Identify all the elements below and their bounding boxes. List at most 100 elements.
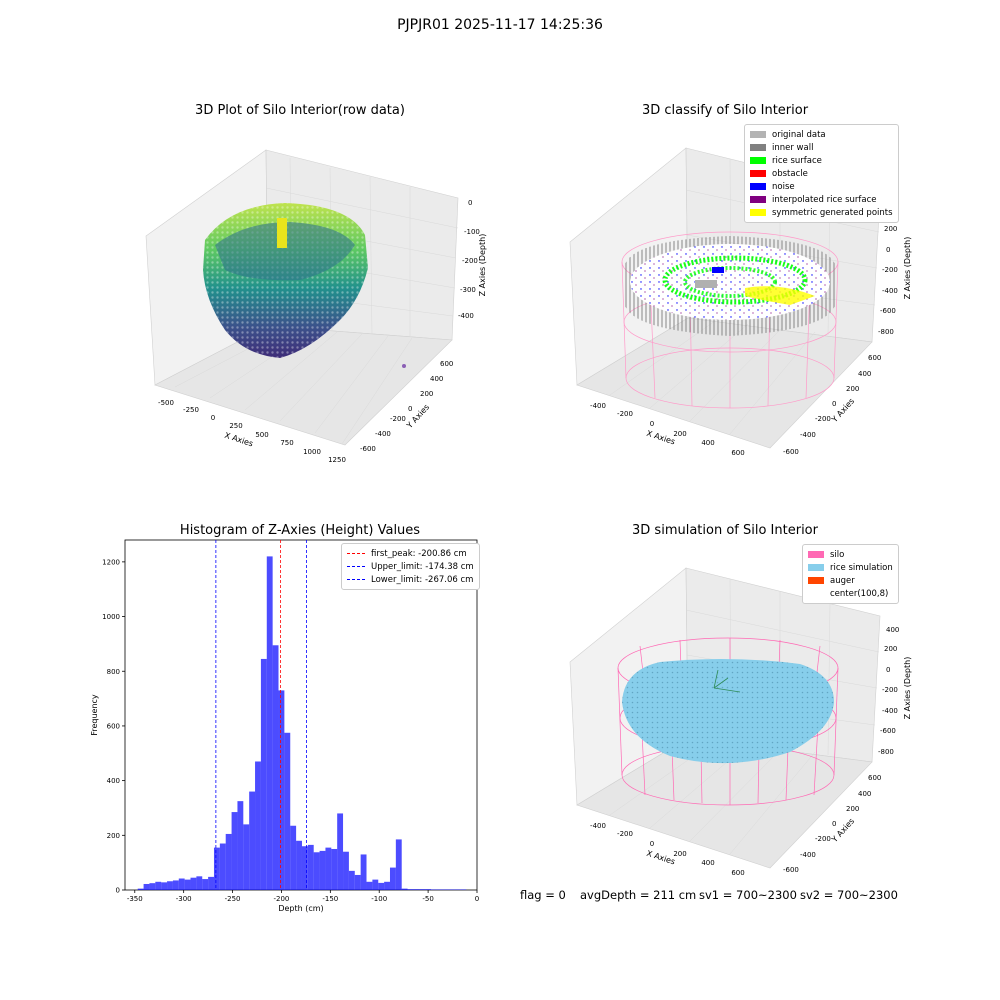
legend-entry: silo xyxy=(808,548,893,561)
raw-ztick: -300 xyxy=(460,286,476,294)
legend-label: silo xyxy=(830,549,845,560)
raw-xlabel: X Axies xyxy=(223,431,254,449)
raw-plot-title: 3D Plot of Silo Interior(row data) xyxy=(195,103,405,118)
histogram-bar xyxy=(460,889,467,890)
classify-xtick: 200 xyxy=(673,430,686,438)
simulation-xtick: -200 xyxy=(617,830,633,838)
legend-label: symmetric generated points xyxy=(772,207,893,218)
classify-ztick: 0 xyxy=(886,246,890,254)
histogram-ylabel: Frequency xyxy=(90,694,99,736)
histogram-bar xyxy=(372,879,379,890)
simulation-zlabel: Z Axies (Depth) xyxy=(903,657,912,720)
histogram-xtick-label: -50 xyxy=(422,895,433,903)
histogram-bar xyxy=(366,881,373,890)
legend-line xyxy=(347,553,365,554)
histogram-xtick-label: -350 xyxy=(127,895,143,903)
simulation-xtick: 600 xyxy=(731,869,744,877)
histogram-bar xyxy=(348,870,355,890)
histogram-xlabel: Depth (cm) xyxy=(278,904,323,913)
histogram-bar xyxy=(213,847,220,890)
legend-entry: center(100,8) xyxy=(808,587,893,600)
histogram-bar xyxy=(202,879,209,890)
histogram-xtick-label: -200 xyxy=(273,895,289,903)
histogram-bar xyxy=(278,690,285,890)
classify-ztick: -400 xyxy=(882,287,898,295)
simulation-ztick: 0 xyxy=(886,666,890,674)
simulation-ytick: -600 xyxy=(783,866,799,874)
raw-xtick: 500 xyxy=(255,431,268,439)
raw-ytick: -600 xyxy=(360,445,376,453)
histogram-bar xyxy=(190,877,197,890)
raw-ztick: -100 xyxy=(464,228,480,236)
legend-entry: original data xyxy=(750,128,893,141)
simulation-legend: silo rice simulation auger center(100,8) xyxy=(802,544,899,604)
histogram-bar xyxy=(178,878,185,890)
histogram-bar xyxy=(161,882,168,890)
classify-ytick: 400 xyxy=(858,370,871,378)
histogram-bar xyxy=(208,876,214,890)
histogram-bar xyxy=(389,867,396,890)
classify-plot-title: 3D classify of Silo Interior xyxy=(641,103,809,118)
histogram-bar xyxy=(448,889,455,890)
raw-ztick: -200 xyxy=(462,257,478,265)
legend-swatch xyxy=(750,157,766,164)
classify-ztick: 200 xyxy=(884,225,897,233)
histogram-bar xyxy=(284,732,291,890)
classify-xtick: -200 xyxy=(617,410,633,418)
histogram-bar xyxy=(378,882,385,890)
simulation-ztick: -800 xyxy=(878,748,894,756)
simulation-ztick: 200 xyxy=(884,645,897,653)
histogram-bar xyxy=(331,848,338,890)
raw-xtick: 250 xyxy=(229,422,242,430)
simulation-ytick: -400 xyxy=(800,851,816,859)
histogram-bar xyxy=(454,889,461,890)
classify-xtick: -400 xyxy=(590,402,606,410)
histogram-bar xyxy=(184,879,191,890)
histogram-xtick-label: -250 xyxy=(225,895,241,903)
histogram-bar xyxy=(167,881,173,890)
raw-ztick: -400 xyxy=(458,312,474,320)
simulation-ztick: 400 xyxy=(886,626,899,634)
histogram-bar xyxy=(290,825,297,890)
raw-xtick: 1250 xyxy=(328,456,346,464)
histogram-bar xyxy=(360,854,367,890)
simulation-ytick: 600 xyxy=(868,774,881,782)
histogram-ytick-label: 200 xyxy=(107,832,120,840)
status-flag: flag = 0 xyxy=(520,888,566,902)
legend-line xyxy=(347,566,365,567)
histogram-bar xyxy=(343,851,349,890)
simulation-ytick: -200 xyxy=(815,835,831,843)
legend-swatch xyxy=(750,131,766,138)
histogram-bar xyxy=(155,881,162,890)
simulation-xlabel: X Axies xyxy=(645,849,676,867)
legend-swatch xyxy=(750,144,766,151)
raw-ytick: 200 xyxy=(420,390,433,398)
classify-legend: original data inner wall rice surface ob… xyxy=(744,124,899,223)
raw-xtick: -250 xyxy=(183,406,199,414)
raw-zlabel: Z Axies (Depth) xyxy=(478,234,487,297)
legend-label: inner wall xyxy=(772,142,814,153)
legend-label: Upper_limit: -174.38 cm xyxy=(371,561,474,572)
simulation-3d-plot: -400 -200 0 200 400 600 X Axies 600 400 … xyxy=(569,567,912,877)
legend-entry: auger xyxy=(808,574,893,587)
legend-swatch xyxy=(808,564,824,571)
legend-entry: symmetric generated points xyxy=(750,206,893,219)
legend-swatch xyxy=(750,209,766,216)
histogram-bar xyxy=(196,876,203,890)
legend-label: rice simulation xyxy=(830,562,893,573)
status-avg-depth: avgDepth = 211 cm xyxy=(580,888,697,902)
legend-entry: Upper_limit: -174.38 cm xyxy=(347,560,474,573)
simulation-ztick: -600 xyxy=(880,727,896,735)
histogram-bar xyxy=(243,824,250,890)
raw-xtick: 0 xyxy=(211,414,215,422)
simulation-plot-title: 3D simulation of Silo Interior xyxy=(632,523,818,538)
histogram-bar xyxy=(354,874,361,890)
simulation-xtick: 200 xyxy=(673,850,686,858)
histogram-plot-area xyxy=(124,539,478,891)
legend-label: interpolated rice surface xyxy=(772,194,877,205)
raw-ytick: 400 xyxy=(430,375,443,383)
legend-label: noise xyxy=(772,181,795,192)
status-sv2: sv2 = 700~2300 xyxy=(800,888,898,902)
histogram-bar xyxy=(237,801,244,890)
histogram-ytick-label: 1200 xyxy=(102,558,120,566)
